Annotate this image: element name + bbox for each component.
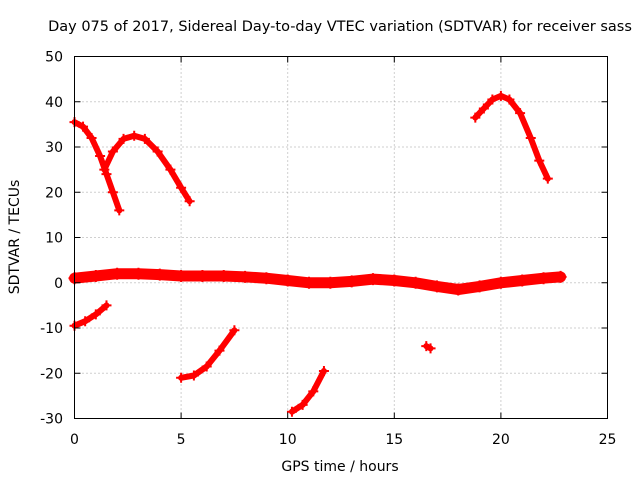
chart-title: Day 075 of 2017, Sidereal Day-to-day VTE… (48, 19, 632, 35)
data-point (196, 269, 209, 282)
data-point (478, 103, 489, 114)
data-point (132, 267, 145, 280)
data-point (95, 151, 106, 162)
data-point (107, 187, 118, 198)
x-tick-label: 20 (492, 432, 510, 448)
series-line (69, 268, 567, 295)
data-point (153, 268, 166, 281)
x-tick-label: 5 (177, 432, 186, 448)
data-series (68, 90, 567, 417)
x-tick-labels: 0 5 10 15 20 25 (70, 432, 616, 448)
series-line (289, 368, 327, 415)
data-point (537, 272, 550, 285)
data-point (214, 345, 225, 356)
series-line (178, 327, 238, 381)
data-point (534, 155, 545, 166)
data-point (90, 309, 101, 320)
data-point (188, 370, 199, 381)
data-point (515, 108, 526, 119)
x-tick-label: 0 (70, 432, 79, 448)
data-point (525, 132, 536, 143)
y-tick-label: 10 (45, 231, 63, 247)
data-point (542, 173, 553, 184)
series-line (71, 302, 110, 329)
data-point (107, 146, 118, 157)
data-point (89, 269, 102, 282)
data-point (78, 121, 89, 132)
data-point (470, 112, 481, 123)
data-point (388, 274, 401, 287)
data-point (260, 272, 273, 285)
data-point (554, 270, 567, 283)
data-point (80, 316, 91, 327)
data-point (473, 280, 486, 293)
y-axis-title: SDTVAR / TECUs (7, 180, 23, 295)
data-point (409, 276, 422, 289)
series-arc-4-rise-5-to-7 (176, 325, 240, 383)
x-axis-title: GPS time / hours (281, 459, 398, 475)
y-tick-label: -20 (40, 366, 63, 382)
data-point (366, 273, 379, 286)
data-point (176, 182, 187, 193)
data-point (101, 300, 112, 311)
x-tick-label: 15 (385, 432, 403, 448)
data-point (139, 133, 150, 144)
y-tick-label: 0 (54, 276, 63, 292)
data-point (229, 325, 240, 336)
x-tick-label: 25 (599, 432, 617, 448)
data-point (494, 276, 507, 289)
data-point (239, 270, 252, 283)
x-tick-label: 10 (279, 432, 297, 448)
y-tick-label: 50 (45, 50, 63, 66)
y-tick-label: -10 (40, 321, 63, 337)
data-point (303, 276, 316, 289)
data-point (175, 269, 188, 282)
y-tick-labels: -30 -20 -10 0 10 20 30 40 50 (40, 50, 63, 428)
data-point (111, 267, 124, 280)
series-arc-6-isolated (421, 341, 436, 354)
data-point (324, 276, 337, 289)
data-point (281, 274, 294, 287)
plot-frame (74, 56, 608, 419)
grid-lines (74, 56, 608, 419)
data-point (504, 94, 515, 105)
data-point (86, 132, 97, 143)
data-point (516, 274, 529, 287)
series-arc-1-upper-left (69, 117, 125, 216)
data-point (129, 130, 140, 141)
data-point (430, 280, 443, 293)
series-arc-3-lower-left (69, 300, 112, 331)
data-point (345, 275, 358, 288)
data-point (487, 94, 498, 105)
y-tick-label: -30 (40, 412, 63, 428)
data-point (201, 361, 212, 372)
data-point (495, 90, 506, 101)
data-point (152, 146, 163, 157)
series-arc-5-rise-10-to-12 (286, 365, 329, 417)
data-point (176, 372, 187, 383)
data-point (184, 196, 195, 207)
data-point (114, 205, 125, 216)
y-tick-label: 20 (45, 185, 63, 201)
data-point (286, 406, 297, 417)
data-point (318, 365, 329, 376)
data-point (452, 283, 465, 296)
data-point (297, 399, 308, 410)
data-point (308, 386, 319, 397)
data-point (217, 269, 230, 282)
series-band-near-zero (68, 267, 567, 296)
y-tick-label: 40 (45, 95, 63, 111)
series-arc-2-hump (99, 130, 195, 207)
data-point (165, 164, 176, 175)
data-point (118, 133, 129, 144)
y-tick-label: 30 (45, 140, 63, 156)
series-arc-7-upper-right (470, 90, 553, 184)
axis-ticks (74, 56, 608, 419)
data-point (425, 343, 436, 354)
data-point (99, 164, 110, 175)
